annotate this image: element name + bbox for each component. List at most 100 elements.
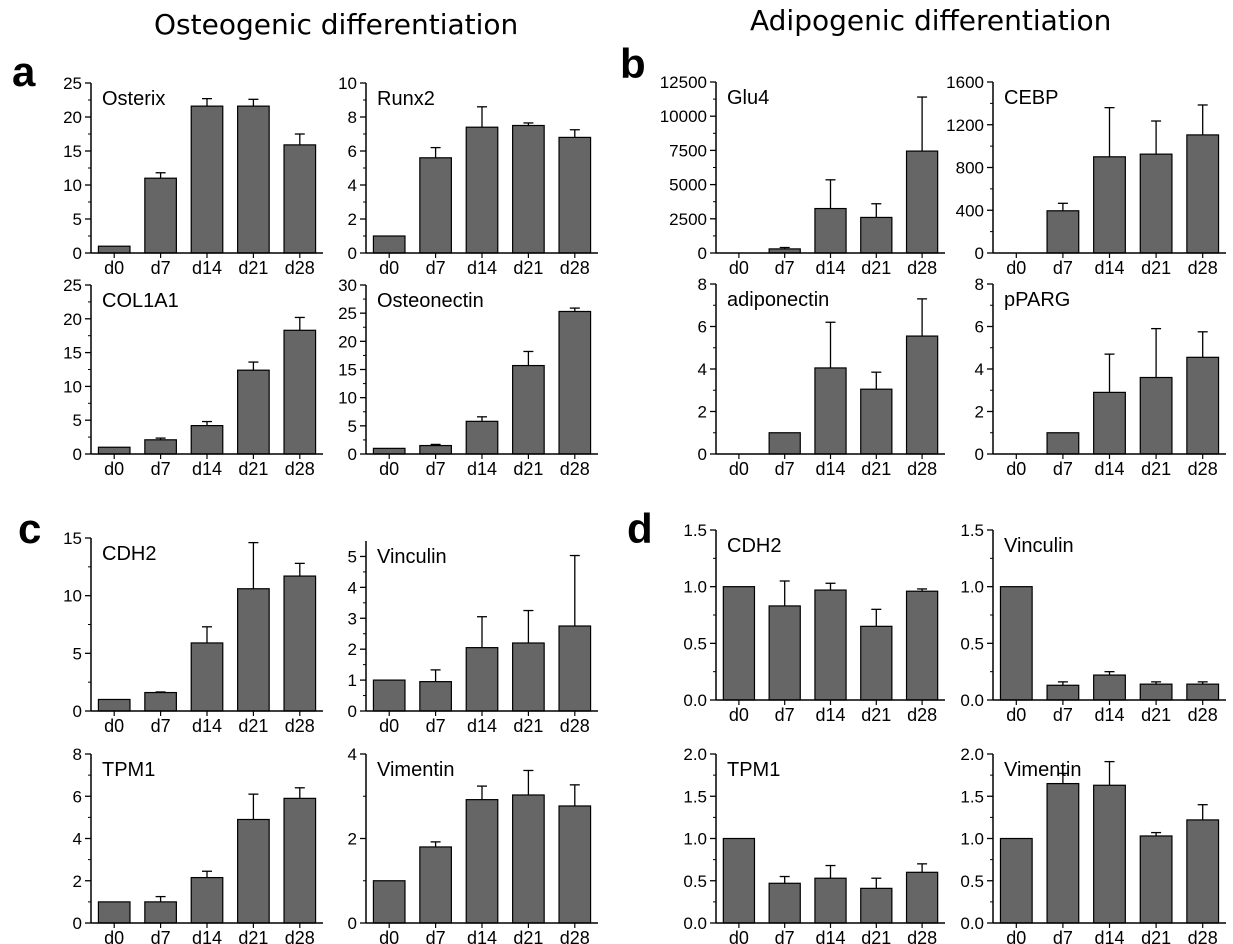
x-tick-label: d28 <box>285 716 315 736</box>
x-tick-label: d14 <box>467 459 497 479</box>
y-tick-label: 15 <box>63 344 82 363</box>
chart-title: TPM1 <box>727 759 780 781</box>
y-tick-label: 5 <box>348 547 357 566</box>
x-tick-label: d21 <box>861 258 891 278</box>
y-tick-label: 2 <box>698 403 707 422</box>
x-tick-label: d28 <box>285 928 315 944</box>
bar <box>860 625 893 701</box>
y-tick-label: 2.0 <box>960 745 984 764</box>
y-tick-label: 10 <box>63 176 82 195</box>
bar <box>190 876 224 924</box>
panel-label-a: a <box>12 48 36 95</box>
x-tick-label: d14 <box>1094 258 1124 278</box>
bar <box>1093 391 1126 455</box>
x-tick-label: d14 <box>192 928 222 944</box>
bar <box>1093 674 1126 701</box>
x-tick-label: d14 <box>192 258 222 278</box>
bar <box>190 105 224 254</box>
bar <box>283 797 317 924</box>
chart-title: Vinculin <box>1004 535 1074 557</box>
x-tick-label: d14 <box>192 459 222 479</box>
bar <box>1186 356 1220 455</box>
x-tick-label: d28 <box>907 459 937 479</box>
bar <box>1046 782 1080 924</box>
chart-title: TPM1 <box>102 759 155 781</box>
y-tick-label: 15 <box>63 529 82 548</box>
y-tick-label: 0 <box>975 244 984 263</box>
bar <box>1186 819 1220 924</box>
y-tick-label: 4 <box>348 176 357 195</box>
x-tick-label: d21 <box>238 716 268 736</box>
y-tick-label: 2500 <box>669 210 707 229</box>
y-tick-label: 7500 <box>669 141 707 160</box>
x-tick-label: d21 <box>1141 928 1171 944</box>
bar <box>1186 134 1220 254</box>
x-tick-label: d14 <box>192 716 222 736</box>
bar <box>237 818 270 924</box>
y-tick-label: 0.0 <box>683 691 707 710</box>
x-tick-label: d7 <box>426 928 446 944</box>
bar <box>237 105 270 254</box>
chart-title: Vimentin <box>377 759 454 781</box>
y-tick-label: 3 <box>348 609 357 628</box>
bar <box>465 647 499 712</box>
x-tick-label: d7 <box>1053 459 1073 479</box>
adipogenic-heading: Adipogenic differentiation <box>750 4 1112 37</box>
chart-title: CDH2 <box>727 535 781 557</box>
y-tick-label: 400 <box>956 201 984 220</box>
bar-chart: 0 1 2 3 4 5 d0 d7 d14 d21 d28 Vinculin <box>348 541 598 736</box>
y-tick-label: 1.5 <box>683 521 707 540</box>
bar <box>1046 684 1080 701</box>
bar <box>1046 210 1080 254</box>
x-tick-label: d14 <box>1094 459 1124 479</box>
bar <box>814 589 847 701</box>
y-tick-label: 8 <box>73 745 82 764</box>
y-tick-label: 0 <box>73 702 82 721</box>
bar <box>814 207 847 254</box>
y-tick-label: 20 <box>338 332 357 351</box>
x-tick-label: d14 <box>467 928 497 944</box>
bar <box>905 590 939 701</box>
y-tick-label: 1.5 <box>960 521 984 540</box>
y-tick-label: 6 <box>73 787 82 806</box>
y-tick-label: 30 <box>338 276 357 295</box>
osteogenic-heading: Osteogenic differentiation <box>154 8 519 41</box>
bar <box>999 837 1033 924</box>
bar-chart: 0.0 0.5 1.0 1.5 d0 d7 d14 d21 d28 Vinculin <box>960 521 1226 725</box>
bar <box>144 901 177 924</box>
y-tick-label: 0 <box>73 445 82 464</box>
x-tick-label: d0 <box>379 459 399 479</box>
bar <box>1093 784 1126 924</box>
y-tick-label: 0 <box>975 445 984 464</box>
x-tick-label: d0 <box>379 928 399 944</box>
y-tick-label: 0 <box>348 702 357 721</box>
y-tick-label: 2.0 <box>683 745 707 764</box>
y-tick-label: 5 <box>348 417 357 436</box>
y-tick-label: 10 <box>63 587 82 606</box>
bar-chart: 0 5 10 15 20 25 d0 d7 d14 d21 d28 Osterix <box>63 74 323 278</box>
bar <box>97 698 131 712</box>
y-tick-label: 0 <box>348 914 357 933</box>
x-tick-label: d0 <box>729 258 749 278</box>
x-tick-label: d28 <box>560 258 590 278</box>
y-tick-label: 8 <box>698 275 707 294</box>
x-tick-label: d28 <box>560 459 590 479</box>
x-tick-label: d28 <box>1188 459 1218 479</box>
y-tick-label: 10 <box>338 389 357 408</box>
y-tick-label: 0 <box>348 244 357 263</box>
y-tick-label: 5 <box>73 210 82 229</box>
y-tick-label: 1.0 <box>683 578 707 597</box>
bar <box>1139 835 1173 924</box>
x-tick-label: d14 <box>1094 928 1124 944</box>
y-tick-label: 2 <box>348 210 357 229</box>
x-tick-label: d28 <box>1188 928 1218 944</box>
x-tick-label: d21 <box>513 459 543 479</box>
bar-chart: 0 5 10 15 d0 d7 d14 d21 d28 CDH2 <box>63 529 323 736</box>
bar <box>512 124 545 254</box>
x-tick-label: d28 <box>285 459 315 479</box>
x-tick-label: d7 <box>151 716 171 736</box>
x-tick-label: d0 <box>1006 928 1026 944</box>
x-tick-label: d0 <box>104 459 124 479</box>
bar <box>512 642 545 712</box>
x-tick-label: d0 <box>1006 459 1026 479</box>
